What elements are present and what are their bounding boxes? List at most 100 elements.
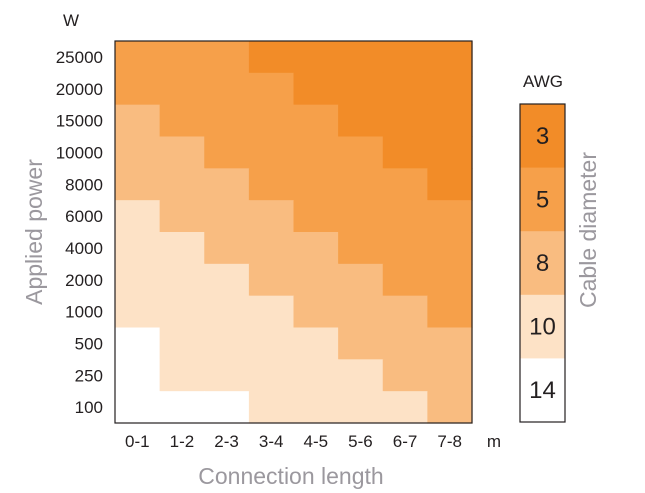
heatmap-cell [159,327,205,360]
heatmap-cell [204,136,250,169]
heatmap-cell [248,263,295,297]
heatmap-cell [159,136,205,169]
x-axis-title: Connection length [198,463,383,489]
y-tick-label: 8000 [65,175,103,194]
y-tick-label: 6000 [65,207,103,226]
heatmap-cell [338,72,384,106]
heatmap-cell [159,41,205,74]
heatmap-cell [115,232,161,265]
heatmap-cell [293,168,339,201]
x-tick-label: 4-5 [304,432,329,451]
heatmap-cell [293,104,339,138]
heatmap-cell [338,104,384,138]
y-axis-title: Applied power [21,159,47,305]
heatmap-cell [204,295,250,329]
heatmap-cell [115,136,161,169]
heatmap-cell [159,359,205,392]
heatmap-cell [293,295,339,329]
heatmap-cell [382,327,428,360]
heatmap-cell [293,72,339,106]
x-tick-label: 7-8 [437,432,462,451]
heatmap-cell [427,168,473,201]
legend-title: AWG [523,72,563,91]
heatmap-cell [248,200,295,233]
x-tick-label: 3-4 [259,432,284,451]
legend-border [519,103,566,423]
heatmap-cell [115,359,161,392]
heatmap-cell [382,200,428,233]
heatmap-cell [159,232,205,265]
heatmap-cell [338,327,384,360]
heatmap-cell [382,232,428,265]
heatmap-cell [382,168,428,201]
heatmap-cell [115,391,161,424]
heatmap-cell [427,263,473,297]
y-tick-label: 250 [75,366,103,385]
heatmap-cell [338,359,384,392]
heatmap-cell [382,391,428,424]
y-tick-label: 4000 [65,239,103,258]
heatmap-cell [204,232,250,265]
heatmap-cell [427,136,473,169]
heatmap-cell [248,232,295,265]
heatmap-cell [204,200,250,233]
heatmap-cell [159,168,205,201]
heatmap-cell [248,72,295,106]
y-tick-label: 25000 [56,48,103,67]
heatmap-cell [338,41,384,74]
plot-border [114,40,473,424]
heatmap-cell [293,359,339,392]
heatmap-cell [427,359,473,392]
legend-level-label: 3 [536,123,549,150]
heatmap-cell [293,263,339,297]
heatmap-cell [427,295,473,329]
heatmap-cell [115,295,161,329]
heatmap-cell [204,391,250,424]
heatmap-cell [159,72,205,106]
heatmap-cell [248,136,295,169]
heatmap-cell [293,391,339,424]
heatmap-cell [159,263,205,297]
y-tick-label: 20000 [56,80,103,99]
x-tick-label: 1-2 [170,432,195,451]
x-tick-label: 5-6 [348,432,373,451]
heatmap-cell [382,104,428,138]
legend-level-label: 8 [536,250,549,277]
heatmap-cell [204,168,250,201]
heatmap-cell [338,391,384,424]
heatmap-cell [204,72,250,106]
heatmap-cell [204,327,250,360]
heatmap-cell [427,232,473,265]
heatmap-cell [293,200,339,233]
heatmap-cell [204,41,250,74]
legend-swatch [520,294,565,359]
heatmap-cell [382,295,428,329]
heatmap-cell [427,391,473,424]
heatmap-cell [248,391,295,424]
y-tick-labels: 25000 20000 15000 10000 8000 6000 4000 2000 1000… [56,48,103,417]
heatmap-cell [427,200,473,233]
legend-level-label: 5 [536,186,549,213]
heatmap-cell [115,41,161,74]
heatmap-cell [382,359,428,392]
heatmap-cell [248,359,295,392]
heatmap-cell [382,41,428,74]
legend-swatch [520,358,565,423]
y-tick-label: 100 [75,398,103,417]
heatmap-cell [115,104,161,138]
heatmap-cell [204,263,250,297]
heatmap-cell [115,72,161,106]
heatmap-cell [115,327,161,360]
y-tick-label: 10000 [56,143,103,162]
heatmap-cell [427,41,473,74]
heatmap-cell [115,168,161,201]
heatmap-cell [338,263,384,297]
y-tick-label: 15000 [56,112,103,131]
heatmap-cell [248,168,295,201]
heatmap-cell [427,104,473,138]
x-unit-label: m [487,432,501,451]
heatmap-cell [293,41,339,74]
y-unit-label: W [63,11,79,30]
heatmap-cell [115,263,161,297]
